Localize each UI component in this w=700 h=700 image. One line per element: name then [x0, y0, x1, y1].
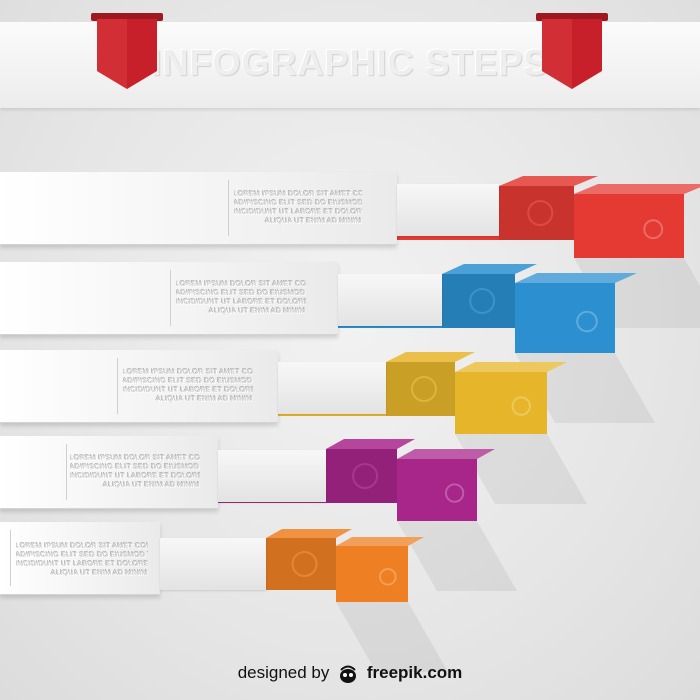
cube-top-face: [515, 273, 637, 283]
cube-front-face: [455, 372, 547, 434]
text-line: LOREM IPSUM DOLOR SIT AMET CONSECTETUR: [123, 369, 253, 376]
footer-brand: freepik.com: [366, 663, 463, 682]
panel-divider: [228, 180, 229, 236]
bookmark-ribbon-icon: [536, 13, 608, 89]
text-line: ADIPISCING ELIT SED DO EIUSMOD TEMPOR: [123, 378, 253, 385]
step-description: LOREM IPSUM DOLOR SIT AMET CONSECTETUR A…: [234, 190, 362, 226]
step-panel-2: LOREM IPSUM DOLOR SIT AMET CONSECTETUR A…: [0, 262, 338, 335]
panel-divider: [117, 358, 118, 414]
text-line: LOREM IPSUM DOLOR SIT AMET CONSECTETUR: [234, 191, 362, 198]
text-line: ALIQUA UT ENIM AD MINIM: [103, 482, 200, 489]
text-line: INCIDIDUNT UT LABORE ET DOLORE MAGNA: [16, 561, 148, 568]
gear-icon: [291, 551, 318, 577]
cube-front-face: [397, 459, 477, 521]
text-line: ALIQUA UT ENIM AD MINIM: [51, 570, 148, 577]
cube-top-face: [397, 449, 495, 459]
text-line: INCIDIDUNT UT LABORE ET DOLORE MAGNA: [123, 387, 253, 394]
cube-front-face: [336, 546, 408, 602]
step-panel-4: LOREM IPSUM DOLOR SIT AMET CONSECTETUR A…: [0, 436, 218, 509]
text-line: INCIDIDUNT UT LABORE ET DOLORE MAGNA: [70, 473, 200, 480]
bar-strip: [359, 236, 499, 240]
gear-icon: [469, 288, 496, 314]
bar-segment: [386, 362, 455, 416]
bar-shadow: [336, 602, 448, 672]
step-icon: [511, 396, 531, 416]
panel-divider: [170, 270, 171, 326]
step-description: LOREM IPSUM DOLOR SIT AMET CONSECTETUR A…: [176, 280, 306, 316]
step-description: LOREM IPSUM DOLOR SIT AMET CONSECTETUR A…: [16, 542, 148, 578]
panel-divider: [66, 444, 67, 500]
step-panel-3: LOREM IPSUM DOLOR SIT AMET CONSECTETUR A…: [0, 350, 278, 423]
text-line: ADIPISCING ELIT SED DO EIUSMOD TEMPOR: [16, 552, 148, 559]
bar-shadow: [397, 521, 517, 591]
step-description: LOREM IPSUM DOLOR SIT AMET CONSECTETUR A…: [70, 454, 200, 490]
text-line: LOREM IPSUM DOLOR SIT AMET CONSECTETUR: [176, 281, 306, 288]
panel-divider: [10, 530, 11, 586]
step-icon: [643, 219, 664, 240]
bar-segment-top: [386, 352, 475, 362]
gear-icon: [410, 376, 437, 402]
page-title: INFOGRAPHIC STEPS: [151, 42, 549, 83]
step-icon: [379, 567, 397, 586]
bar-segment-top: [442, 264, 537, 274]
bar-segment: [266, 538, 336, 590]
bar-strip: [302, 324, 442, 328]
cube-front-face: [515, 283, 615, 353]
footer-prefix: designed by: [237, 663, 330, 682]
bookmark-ribbon-icon: [91, 13, 163, 89]
step-label-card: [278, 362, 386, 414]
cube-top-face: [574, 184, 700, 194]
text-line: LOREM IPSUM DOLOR SIT AMET CONSECTETUR: [16, 543, 148, 550]
freepik-logo-icon: [340, 665, 357, 683]
step-description: LOREM IPSUM DOLOR SIT AMET CONSECTETUR A…: [123, 368, 253, 404]
step-icon: [444, 483, 465, 503]
text-line: ADIPISCING ELIT SED DO EIUSMOD TEMPOR: [234, 200, 362, 207]
cube-top-face: [336, 537, 424, 546]
text-line: ALIQUA UT ENIM AD MINIM: [209, 308, 306, 315]
step-label-card: [397, 184, 499, 236]
footer-credit: designed by freepik.com: [0, 663, 700, 684]
step-icon: [576, 310, 598, 333]
step-label-card: [160, 538, 266, 590]
bar-segment: [442, 274, 515, 328]
text-line: ADIPISCING ELIT SED DO EIUSMOD TEMPOR: [70, 464, 200, 471]
cube-front-face: [574, 194, 684, 258]
step-panel-5: LOREM IPSUM DOLOR SIT AMET CONSECTETUR A…: [0, 522, 160, 595]
bar-segment-top: [326, 439, 415, 449]
bar-strip: [246, 412, 386, 416]
text-line: ALIQUA UT ENIM AD MINIM: [156, 396, 253, 403]
text-line: ALIQUA UT ENIM AD MINIM: [265, 218, 362, 225]
step-label-card: [218, 450, 326, 502]
bar-segment: [326, 449, 397, 503]
gear-icon: [527, 200, 554, 226]
text-line: ADIPISCING ELIT SED DO EIUSMOD TEMPOR: [176, 290, 306, 297]
cube-top-face: [455, 362, 567, 372]
text-line: LOREM IPSUM DOLOR SIT AMET CONSECTETUR: [70, 455, 200, 462]
step-label-card: [338, 274, 442, 326]
step-panel-1: LOREM IPSUM DOLOR SIT AMET CONSECTETUR A…: [0, 172, 397, 245]
bar-segment: [499, 186, 574, 240]
text-line: INCIDIDUNT UT LABORE ET DOLORE MAGNA: [234, 209, 362, 216]
gear-icon: [352, 463, 379, 489]
bar-segment-top: [499, 176, 598, 186]
bar-segment-top: [266, 529, 352, 538]
text-line: INCIDIDUNT UT LABORE ET DOLORE MAGNA: [176, 299, 306, 306]
